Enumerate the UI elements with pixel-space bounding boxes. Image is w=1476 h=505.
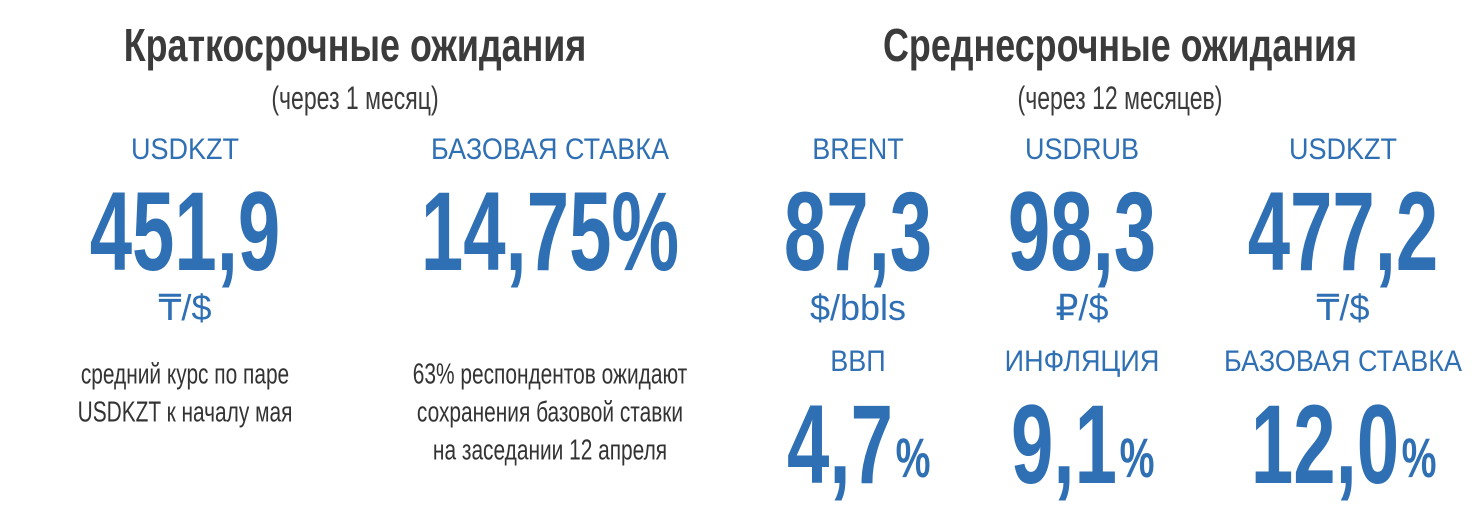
indicator-note: USDKZT к началу мая bbox=[77, 396, 293, 429]
indicator-value: 9,1 bbox=[1011, 382, 1117, 505]
indicator-label: USDKZT bbox=[131, 133, 239, 166]
indicator-label: BRENT bbox=[812, 133, 904, 166]
indicator-unit: % bbox=[1119, 426, 1155, 489]
indicator-value: 477,2 bbox=[1247, 169, 1439, 294]
indicator-value: 4,7 bbox=[787, 382, 893, 505]
indicator-unit: $/bbls bbox=[809, 287, 907, 328]
indicator-value: 14,75% bbox=[420, 169, 680, 294]
indicator-label: БАЗОВАЯ СТАВКА bbox=[1224, 345, 1462, 378]
indicator-value: 451,9 bbox=[89, 169, 281, 294]
indicator-label: ИНФЛЯЦИЯ bbox=[1004, 345, 1160, 378]
section-title: Краткосрочные ожидания bbox=[123, 19, 587, 71]
indicator-unit: ₽/$ bbox=[1055, 287, 1109, 328]
indicator-value: 87,3 bbox=[783, 169, 933, 294]
indicator-unit: % bbox=[1401, 426, 1437, 489]
indicator-unit: % bbox=[895, 426, 931, 489]
section-subtitle: (через 1 месяц) bbox=[271, 80, 439, 116]
indicator-note: на заседании 12 апреля bbox=[432, 434, 668, 467]
indicator-label: USDKZT bbox=[1289, 133, 1397, 166]
indicator-note: средний курс по паре bbox=[80, 358, 290, 391]
indicator-unit: ₸/$ bbox=[1316, 287, 1370, 328]
indicator-value: 98,3 bbox=[1007, 169, 1157, 294]
indicator-unit: ₸/$ bbox=[158, 287, 212, 328]
indicator-note: сохранения базовой ставки bbox=[416, 396, 684, 429]
section-title: Среднесрочные ожидания bbox=[882, 19, 1358, 71]
indicator-label: БАЗОВАЯ СТАВКА bbox=[431, 133, 669, 166]
indicator-note: 63% респондентов ожидают bbox=[412, 358, 688, 391]
section-subtitle: (через 12 месяцев) bbox=[1017, 80, 1223, 116]
indicator-label: USDRUB bbox=[1024, 133, 1140, 166]
indicator-label: ВВП bbox=[830, 345, 886, 378]
indicator-value: 12,0 bbox=[1250, 382, 1400, 505]
